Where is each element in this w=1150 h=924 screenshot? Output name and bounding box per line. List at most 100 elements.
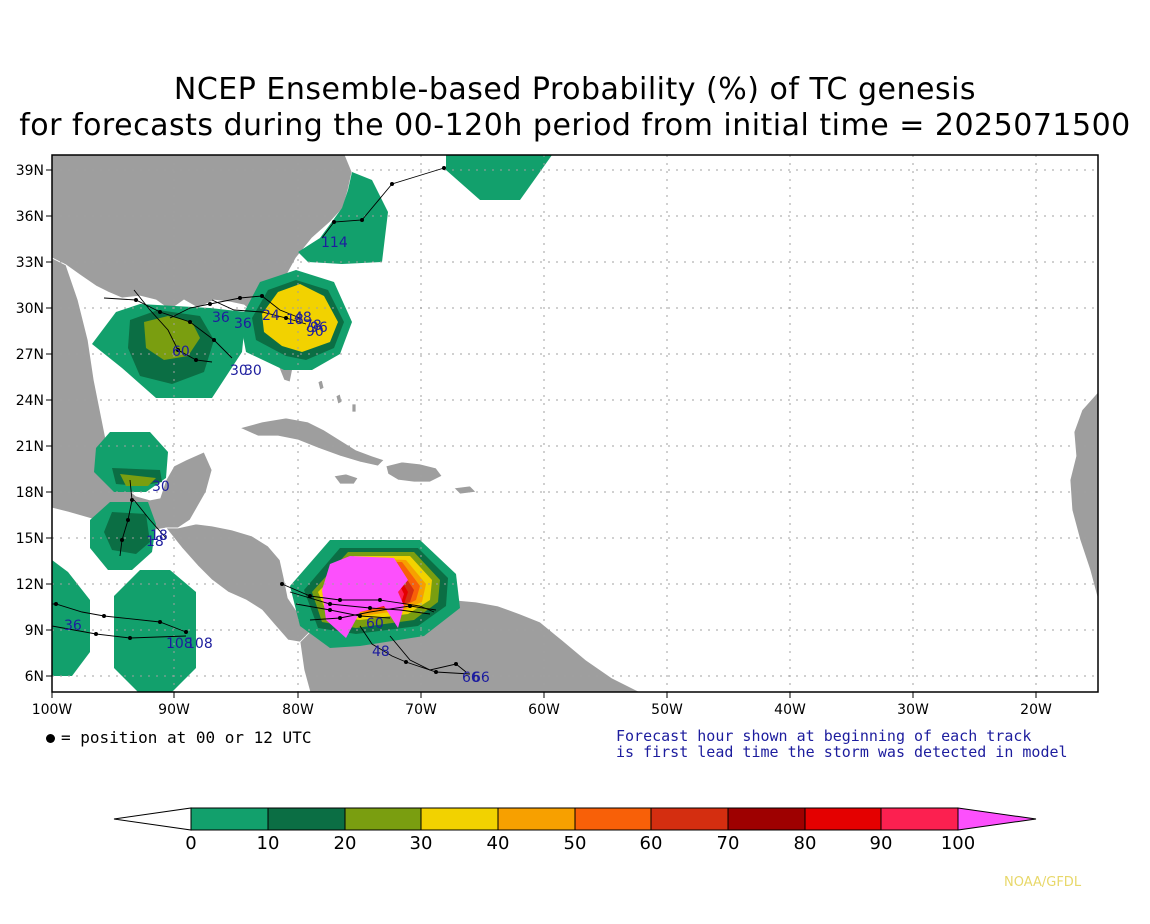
storm-position-marker [176,348,180,352]
map-title-line-2: for forecasts during the 00-120h period … [19,108,1131,143]
track-label: 36 [212,310,230,326]
storm-position-marker [368,606,372,610]
lat-label: 18N [16,485,44,501]
storm-position-marker [442,166,446,170]
colorbar-segment [190,807,269,831]
colorbar-segment [344,807,422,831]
storm-position-marker [408,604,412,608]
credit-text: NOAA/GFDL [1004,875,1082,890]
track-label: 96 [310,320,328,336]
colorbar-tick-label: 30 [410,833,433,854]
probability-region-pacific-west [52,560,90,676]
storm-track [133,289,213,363]
track-label: 108 [166,636,193,652]
storm-position-marker [390,182,394,186]
position-legend-text: = position at 00 or 12 UTC [61,728,312,747]
storm-track [389,635,467,673]
lon-label: 30W [897,702,929,718]
map-gridlines [52,155,1098,692]
storm-position-marker [212,338,216,342]
storm-track [295,603,391,619]
colorbar-tick-label: 80 [794,833,817,854]
lon-label: 90W [158,702,190,718]
latitude-labels: 39N 36N 33N 30N 27N 24N 21N 18N 15N 12N … [16,163,44,685]
track-label: 36 [234,316,252,332]
storm-position-marker [120,538,124,542]
probability-region-honduras-20 [104,512,150,554]
lat-label: 36N [16,209,44,225]
forecast-hour-note: Forecast hour shown at beginning of each… [616,728,1068,760]
colorbar-tick-label: 50 [564,833,587,854]
colorbar-segment [650,807,729,831]
lon-label: 70W [405,702,437,718]
track-label: 66 [472,670,490,686]
hispaniola-land [385,461,443,483]
position-dot-icon [46,734,55,743]
storm-position-marker [434,670,438,674]
storm-position-marker [328,602,332,606]
track-label: 60 [366,616,384,632]
storm-position-marker [332,220,336,224]
lat-label: 30N [16,301,44,317]
track-label: 18 [146,534,164,550]
storm-position-marker [134,298,138,302]
storm-position-marker [128,636,132,640]
lat-label: 21N [16,439,44,455]
storm-position-marker [328,608,332,612]
colorbar-tick-label: 40 [487,833,510,854]
lon-label: 40W [774,702,806,718]
storm-position-marker [158,310,162,314]
lon-label: 50W [651,702,683,718]
probability-region-northeast [298,172,388,264]
track-label: 30 [244,363,262,379]
storm-position-marker [194,358,198,362]
track-label: 36 [64,618,82,634]
colorbar-segment [804,807,882,831]
track-label: 48 [294,310,312,326]
forecast-note-line-1: Forecast hour shown at beginning of each… [616,727,1032,745]
map-canvas: 36 36 60 30 30 24 18 78 90 48 96 114 30 … [52,155,1098,692]
lat-label: 15N [16,531,44,547]
storm-track [133,499,167,539]
colorbar-tick-label: 60 [640,833,663,854]
storm-position-marker [184,630,188,634]
probability-region-pacific-east [114,570,196,692]
colorbar-tick-label: 70 [717,833,740,854]
lon-label: 80W [282,702,314,718]
colorbar-tick-label: 0 [185,833,196,854]
track-label: 66 [462,670,480,686]
storm-position-marker [338,616,342,620]
track-label: 108 [186,636,213,652]
longitude-labels: 100W 90W 80W 70W 60W 50W 40W 30W 20W [32,702,1052,718]
track-label: 18 [286,312,304,328]
storm-position-marker [158,620,162,624]
storm-track [52,625,187,639]
storm-position-marker [94,632,98,636]
storm-position-marker [308,594,312,598]
storm-track [103,297,233,359]
track-label: 114 [321,235,348,251]
colorbar-tick-label: 20 [334,833,357,854]
position-legend: = position at 00 or 12 UTC [46,728,311,747]
colorbar-segment [497,807,576,831]
track-label: 18 [150,528,168,544]
storm-track [309,605,437,621]
storm-position-marker [102,614,106,618]
track-labels: 36 36 60 30 30 24 18 78 90 48 96 114 30 … [64,235,490,686]
lat-label: 6N [25,669,44,685]
lat-label: 27N [16,347,44,363]
colorbar-high-arrow [957,807,1037,831]
storm-position-marker [54,602,58,606]
colorbar-low-arrow [113,807,192,831]
colorbar [113,807,1037,831]
track-label: 48 [372,644,390,660]
colorbar-segment [267,807,346,831]
storm-position-marker [238,296,242,300]
bahamas-land [317,379,357,413]
storm-position-marker [404,660,408,664]
storm-position-marker [360,218,364,222]
storm-position-marker [358,614,362,618]
storm-track [211,299,307,325]
storm-position-marker [260,294,264,298]
